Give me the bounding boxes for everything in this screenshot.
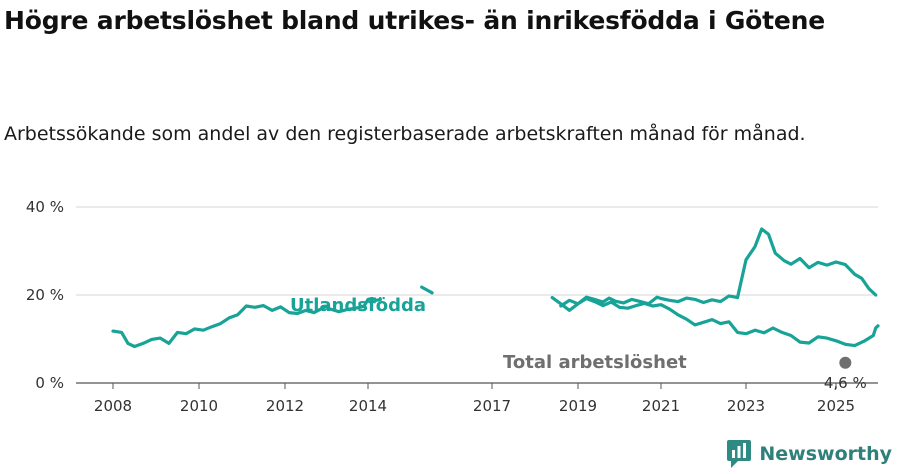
x-tick-label: 2014 <box>349 397 387 415</box>
end-value-label: 4,6 % <box>824 374 867 392</box>
newsworthy-logo-icon <box>727 440 752 468</box>
series-line-0 <box>111 227 880 349</box>
x-tick-label: 2010 <box>180 397 218 415</box>
chart-subtitle: Arbetssökande som andel av den registerb… <box>4 123 806 145</box>
brand-name: Newsworthy <box>759 443 892 465</box>
x-tick-label: 2023 <box>727 397 765 415</box>
x-tick-label: 2017 <box>473 397 511 415</box>
brand-logo: Newsworthy <box>727 440 892 468</box>
y-tick-label: 20 % <box>26 286 64 304</box>
x-tick-label: 2019 <box>559 397 597 415</box>
x-tick-label: 2025 <box>817 397 855 415</box>
x-tick-label: 2012 <box>266 397 304 415</box>
y-tick-label: 0 % <box>35 374 64 392</box>
y-tick-label: 40 % <box>26 198 64 216</box>
x-tick-label: 2008 <box>94 397 132 415</box>
series-label-utlandsfodda: Utlandsfödda <box>290 295 426 316</box>
end-point-marker <box>839 356 852 369</box>
series-label-total: Total arbetslöshet <box>503 352 687 373</box>
x-tick-label: 2021 <box>642 397 680 415</box>
chart-title: Högre arbetslöshet bland utrikes- än inr… <box>4 6 826 35</box>
